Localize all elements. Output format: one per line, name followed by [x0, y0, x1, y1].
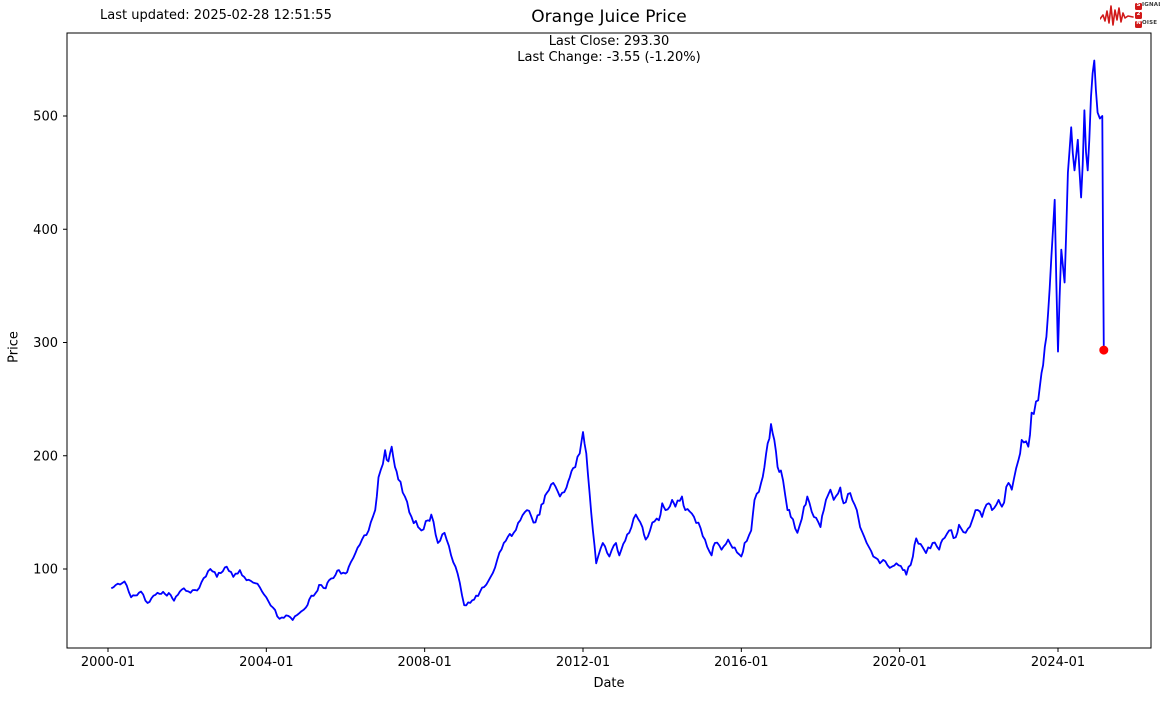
x-tick-label: 2000-01	[81, 655, 135, 670]
x-tick-label: 2004-01	[239, 655, 293, 670]
x-axis-label: Date	[593, 676, 625, 691]
x-tick-label: 2020-01	[872, 655, 926, 670]
logo-badge-2: 2	[1135, 11, 1142, 19]
chart-title: Orange Juice Price	[531, 7, 687, 27]
logo-line-2: 2	[1135, 11, 1160, 19]
pulse-waveform-icon	[1100, 5, 1134, 26]
signal2noise-logo: S IGNAL 2 N OISE	[1100, 2, 1160, 28]
y-tick-label: 500	[33, 110, 58, 125]
x-tick-label: 2012-01	[556, 655, 610, 670]
last-change-annotation: Last Change: -3.55 (-1.20%)	[517, 50, 701, 65]
y-tick-label: 100	[33, 563, 58, 578]
y-tick-label: 400	[33, 223, 58, 238]
y-tick-label: 200	[33, 449, 58, 464]
last-close-marker-dot	[1099, 345, 1109, 355]
y-tick-label: 300	[33, 336, 58, 351]
x-tick-label: 2016-01	[714, 655, 768, 670]
logo-wordmark: S IGNAL 2 N OISE	[1135, 2, 1160, 28]
plot-box	[66, 32, 1152, 649]
price-line	[110, 59, 1105, 621]
last-close-annotation: Last Close: 293.30	[548, 34, 670, 49]
x-tick-label: 2024-01	[1031, 655, 1085, 670]
logo-badge-n: N	[1135, 20, 1142, 28]
logo-badge-s: S	[1135, 2, 1142, 10]
last-updated-text: Last updated: 2025-02-28 12:51:55	[100, 8, 332, 23]
logo-line-noise: N OISE	[1135, 20, 1158, 28]
x-tick-label: 2008-01	[397, 655, 451, 670]
logo-line-signal: S IGNAL	[1135, 2, 1160, 10]
